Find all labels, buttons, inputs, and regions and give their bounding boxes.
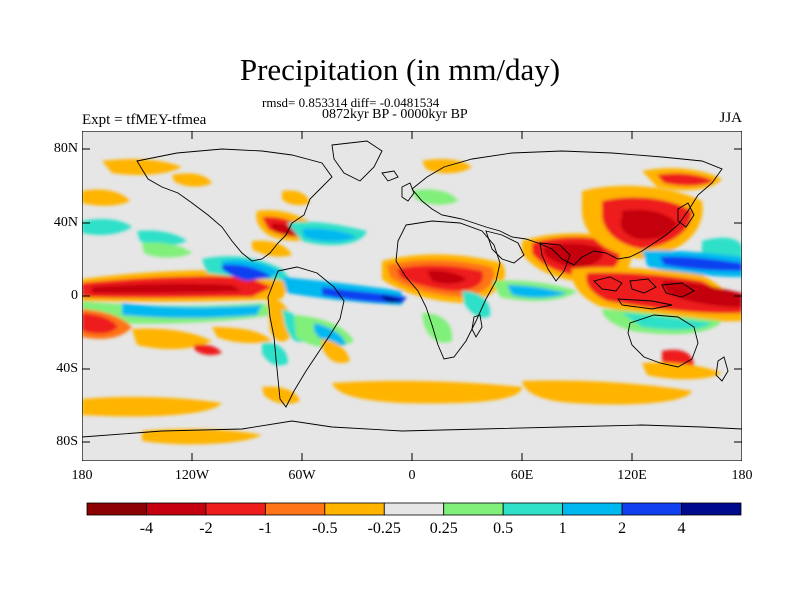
chart-title: Precipitation (in mm/day)	[239, 52, 561, 87]
colorbar-label: 2	[618, 520, 627, 537]
colorbar-label: 4	[677, 520, 686, 537]
lat-label-40n: 40N	[53, 215, 78, 230]
lat-label-80n: 80N	[53, 141, 78, 156]
lat-label-40s: 40S	[56, 361, 78, 376]
colorbar-cell	[86, 502, 147, 516]
colorbar-label: 0.25	[429, 520, 458, 537]
lon-label-0: 0	[408, 468, 416, 483]
lon-label-60e: 60E	[510, 468, 534, 483]
colorbar-label: -1	[258, 520, 273, 537]
colorbar-label: -4	[139, 520, 154, 537]
colorbar	[86, 502, 742, 516]
colorbar-cell	[502, 502, 564, 516]
colorbar-label: -0.25	[367, 520, 401, 537]
lat-tick-marks	[82, 148, 742, 443]
lon-label-180w: 180	[71, 468, 93, 483]
lon-label-60w: 60W	[288, 468, 316, 483]
colorbar-cell	[562, 502, 623, 516]
stats-label: rmsd= 0.853314 diff= -0.0481534	[262, 95, 440, 110]
coastlines	[82, 140, 742, 438]
colorbar-label: 0.5	[493, 520, 514, 537]
colorbar-cell	[443, 502, 504, 516]
period-label: 0872kyr BP - 0000kyr BP	[322, 107, 468, 122]
colorbar-cell	[621, 502, 682, 516]
colorbar-cell	[264, 502, 326, 516]
lon-label-120w: 120W	[174, 468, 210, 483]
colorbar-cell	[324, 502, 385, 516]
colorbar-cell	[205, 502, 266, 516]
colorbar-cell	[681, 502, 742, 516]
season-label: JJA	[719, 110, 742, 126]
lon-tick-marks	[191, 131, 633, 461]
lon-label-120e: 120E	[617, 468, 647, 483]
colorbar-label: -0.5	[312, 520, 338, 537]
colorbar-label: 1	[558, 520, 567, 537]
colorbar-cell	[383, 502, 445, 516]
precipitation-map	[82, 131, 742, 461]
experiment-label: Expt = tfMEY-tfmea	[82, 112, 207, 128]
colorbar-cell	[146, 502, 207, 516]
lon-label-180e: 180	[731, 468, 753, 483]
colorbar-label: -2	[199, 520, 213, 537]
lat-label-0: 0	[71, 288, 78, 303]
lat-label-80s: 80S	[56, 434, 78, 449]
